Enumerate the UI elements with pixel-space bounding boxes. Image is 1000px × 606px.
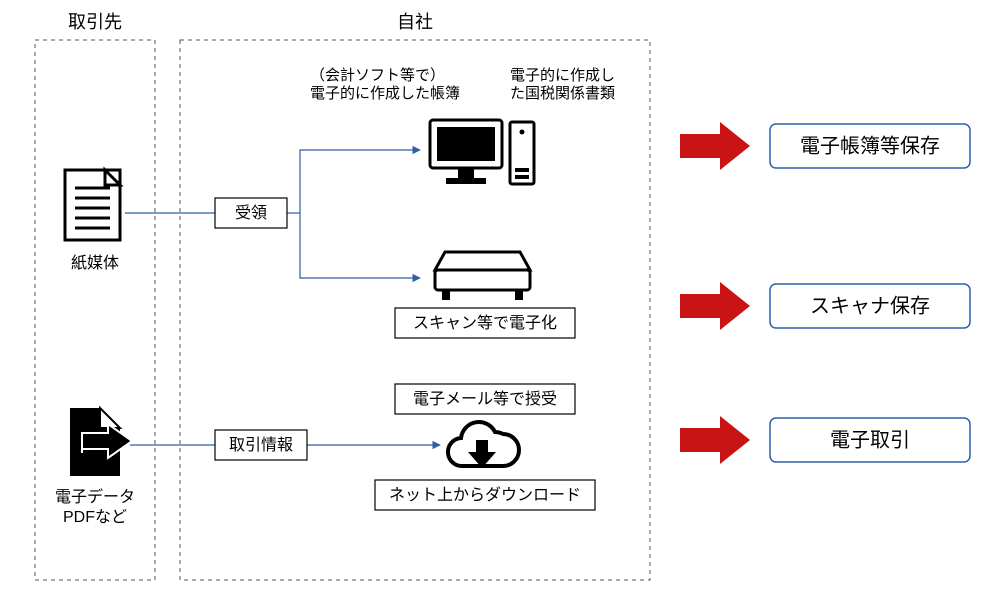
annot2-line1: 電子的に作成し [510,67,615,84]
tradeinfo-label: 取引情報 [229,436,293,454]
scan-label: スキャン等で電子化 [413,314,557,332]
outcome-label-3: 電子取引 [830,428,910,451]
receive-label: 受領 [235,204,267,222]
diagram-canvas: 取引先 自社 紙媒体 電子データ PDFなど 受領 取引情報 （会計ソフト等で） [0,0,1000,606]
big-arrow-1 [680,122,750,170]
big-arrow-3 [680,416,750,464]
file-share-icon [70,408,132,476]
edata-caption-1: 電子データ [55,487,135,506]
paper-document-icon [65,170,120,240]
cloud-download-icon [448,422,519,468]
panel-left-label: 取引先 [68,12,122,32]
computer-icon [430,120,534,184]
annot2-line2: た国税関係書類 [510,85,615,102]
paper-caption: 紙媒体 [71,254,119,272]
download-label: ネット上からダウンロード [389,486,581,504]
edata-caption-2: PDFなど [63,508,127,526]
scanner-icon [435,252,530,300]
annot1-line2: 電子的に作成した帳簿 [310,85,460,102]
email-label: 電子メール等で授受 [413,390,557,408]
outcome-label-1: 電子帳簿等保存 [800,134,940,157]
outcome-label-2: スキャナ保存 [810,294,930,317]
big-arrow-2 [680,282,750,330]
panel-right-label: 自社 [397,12,433,32]
annot1-line1: （会計ソフト等で） [310,66,445,84]
